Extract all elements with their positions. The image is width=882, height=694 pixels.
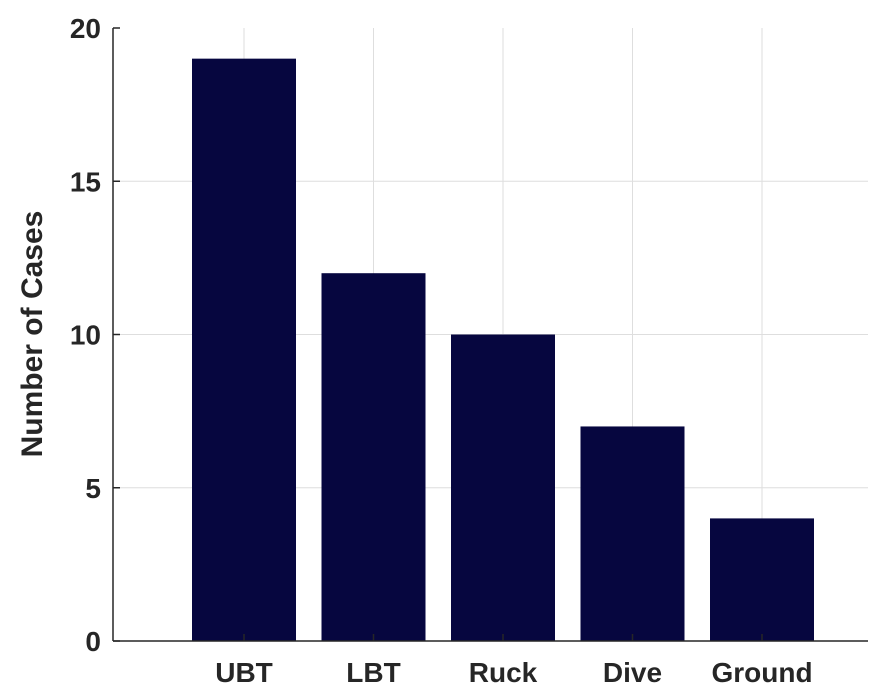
y-tick-label: 20: [70, 13, 101, 44]
x-tick-label: Ruck: [469, 657, 538, 688]
y-axis-title: Number of Cases: [16, 211, 49, 458]
y-tick-label: 15: [70, 166, 101, 197]
bar-ubt: [192, 58, 296, 641]
bar-lbt: [321, 273, 426, 641]
x-tick-label: UBT: [215, 657, 273, 688]
x-tick-label: LBT: [346, 657, 400, 688]
x-tick-label: Ground: [711, 657, 812, 688]
y-tick-labels: 0 5 10 15 20: [70, 13, 101, 657]
y-tick-label: 10: [70, 320, 101, 351]
bar-dive: [580, 426, 685, 641]
bar-ground: [710, 518, 814, 641]
x-tick-label: Dive: [603, 657, 662, 688]
x-tick-labels: UBT LBT Ruck Dive Ground: [215, 657, 812, 688]
y-tick-label: 5: [85, 473, 101, 504]
y-tick-label: 0: [85, 626, 101, 657]
bar-ruck: [451, 334, 555, 641]
axes: [112, 27, 868, 642]
bars: [192, 58, 814, 641]
